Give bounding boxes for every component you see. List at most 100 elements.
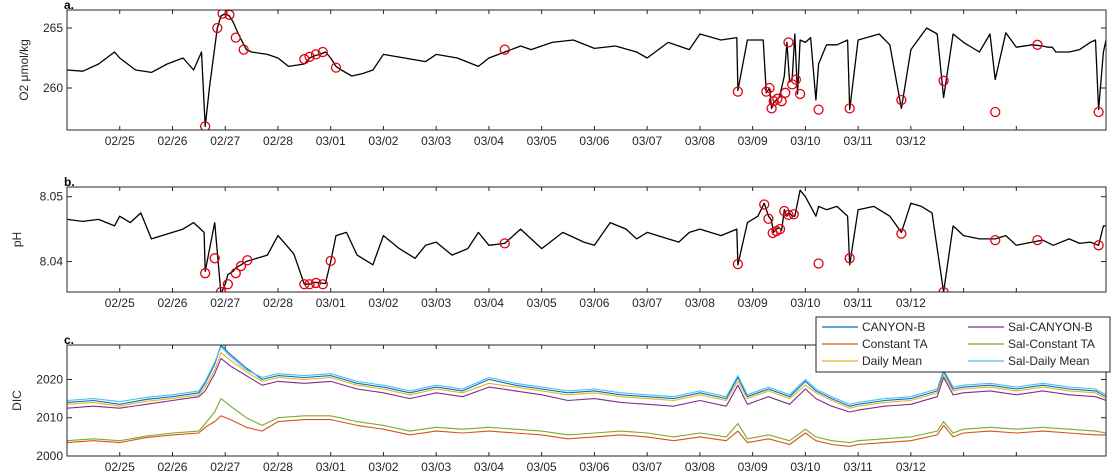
series-line-sal-daily-mean [67, 346, 1106, 405]
data-marker [990, 234, 1001, 246]
data-marker [783, 37, 794, 48]
x-tick-label: 03/04 [474, 134, 504, 148]
x-tick-label: 03/09 [738, 460, 768, 474]
legend: CANYON-B Sal-CANYON-B Constant TA Sal-Const… [815, 316, 1111, 373]
data-marker [1032, 234, 1043, 246]
x-tick-label: 02/26 [157, 460, 187, 474]
x-tick-label: 03/03 [421, 134, 451, 148]
panel-label: b. [64, 175, 75, 189]
data-marker [499, 238, 510, 249]
axes-frame [66, 186, 1107, 293]
data-marker [242, 255, 253, 266]
data-marker [783, 209, 794, 221]
x-tick-label: 03/10 [790, 460, 820, 474]
data-marker [317, 46, 328, 58]
x-tick-label: 03/02 [368, 134, 398, 148]
data-marker [235, 260, 247, 272]
data-marker [1093, 106, 1104, 118]
data-marker [938, 286, 949, 292]
x-tick-label: 02/25 [105, 134, 135, 148]
data-marker [310, 277, 322, 289]
data-marker [212, 22, 223, 34]
x-tick-label: 03/04 [474, 296, 504, 310]
data-marker [299, 279, 310, 290]
x-tick-label: 03/03 [421, 460, 451, 474]
axes-frame [66, 9, 1107, 131]
x-tick-label: 03/12 [896, 134, 926, 148]
data-marker [230, 268, 241, 279]
x-tick-label: 03/06 [579, 460, 609, 474]
y-tick-label: 2010 [36, 411, 63, 425]
data-marker [299, 54, 310, 65]
x-tick-label: 03/02 [368, 296, 398, 310]
x-tick-label: 02/27 [210, 134, 240, 148]
x-tick-label: 02/26 [157, 134, 187, 148]
data-marker [732, 86, 744, 97]
data-marker [330, 62, 342, 73]
data-marker [788, 209, 799, 220]
data-marker [776, 96, 787, 107]
x-tick-label: 03/11 [844, 460, 873, 474]
x-tick-label: 03/05 [527, 460, 557, 474]
x-tick-label: 03/05 [527, 296, 557, 310]
panel-3: c. 02/25 02/26 02/27 02/28 03/01 03/02 03/03 03/… [10, 316, 1111, 474]
y-axis-label: O2 μmol/kg [17, 39, 31, 101]
x-tick-label: 03/02 [368, 460, 398, 474]
legend-label: Constant TA [862, 337, 928, 351]
data-marker [310, 49, 322, 60]
y-tick-label: 260 [43, 81, 63, 95]
y-tick-label: 8.05 [40, 190, 64, 204]
data-marker [222, 279, 234, 290]
data-marker [761, 86, 772, 97]
plot-area [67, 10, 1106, 130]
data-marker [844, 103, 855, 114]
x-tick-label: 02/26 [157, 296, 187, 310]
plot-area [67, 189, 1106, 292]
x-tick-label: 03/06 [579, 296, 609, 310]
x-tick-label: 03/11 [844, 134, 873, 148]
data-marker [813, 104, 824, 115]
legend-label: CANYON-B [862, 320, 925, 334]
data-marker [317, 279, 328, 290]
x-tick-label: 02/28 [263, 134, 293, 148]
data-marker [794, 88, 806, 100]
x-tick-label: 03/06 [579, 134, 609, 148]
data-marker [238, 44, 249, 55]
series-line-daily-mean [67, 352, 1106, 409]
panel-1: a. 02/25 02/26 02/27 02/28 03/01 03/02 03/03 03/… [17, 0, 1107, 148]
data-marker [790, 74, 802, 85]
data-marker [200, 268, 211, 279]
x-tick-label: 03/09 [738, 296, 768, 310]
series-line-canyon-b [67, 345, 1106, 407]
legend-label: Sal-Constant TA [1008, 337, 1095, 351]
series-line-constant-ta [67, 415, 1106, 447]
y-tick-label: 2000 [36, 449, 63, 463]
axes-frame [66, 344, 1107, 457]
legend-box [815, 316, 1111, 373]
data-marker [325, 255, 336, 267]
x-tick-label: 03/01 [316, 460, 346, 474]
y-tick-label: 2020 [36, 372, 63, 386]
data-marker [209, 253, 220, 264]
x-tick-label: 03/08 [685, 296, 715, 310]
panel-label: c. [64, 333, 74, 347]
x-tick-label: 03/10 [790, 296, 820, 310]
plot-area [67, 345, 1106, 447]
data-marker [304, 279, 315, 290]
data-marker [766, 103, 777, 114]
x-tick-label: 02/27 [210, 460, 240, 474]
data-marker [217, 10, 228, 19]
data-marker [200, 121, 211, 130]
series-line-sal-constant-ta [67, 398, 1106, 444]
x-tick-label: 03/01 [316, 296, 346, 310]
x-tick-label: 03/01 [316, 134, 346, 148]
data-marker [774, 223, 786, 235]
panel-label: a. [64, 0, 74, 12]
data-marker [813, 258, 824, 269]
x-tick-label: 03/07 [632, 134, 662, 148]
data-marker [844, 253, 855, 264]
y-axis-label: pH [10, 232, 24, 247]
x-tick-label: 02/25 [105, 460, 135, 474]
data-marker [759, 199, 770, 210]
